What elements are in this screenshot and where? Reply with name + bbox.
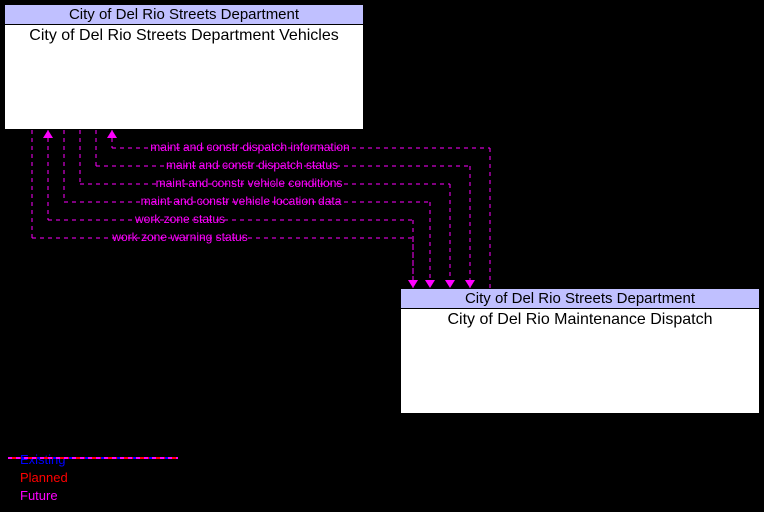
legend-label-future: Future [20, 488, 58, 503]
node-vehicles-body: City of Del Rio Streets Department Vehic… [5, 25, 363, 47]
legend-label-planned: Planned [20, 470, 68, 485]
flow-label: maint and constr vehicle location data [141, 194, 342, 208]
legend-label-existing: Existing [20, 452, 66, 467]
flow-label: maint and constr dispatch status [166, 158, 338, 172]
legend-row-planned: Planned [8, 468, 68, 486]
legend: Existing Planned Future [8, 450, 68, 504]
flow-label: maint and constr vehicle conditions [156, 176, 343, 190]
legend-row-future: Future [8, 486, 68, 504]
flow-label: maint and constr dispatch information [150, 140, 349, 154]
flow-label: work zone status [135, 212, 225, 226]
node-vehicles-header: City of Del Rio Streets Department [5, 5, 363, 25]
node-vehicles: City of Del Rio Streets Department City … [4, 4, 364, 130]
node-dispatch-body: City of Del Rio Maintenance Dispatch [401, 309, 759, 331]
flow-label: work zone warning status [112, 230, 247, 244]
legend-row-existing: Existing [8, 450, 68, 468]
node-dispatch: City of Del Rio Streets Department City … [400, 288, 760, 414]
node-dispatch-header: City of Del Rio Streets Department [401, 289, 759, 309]
